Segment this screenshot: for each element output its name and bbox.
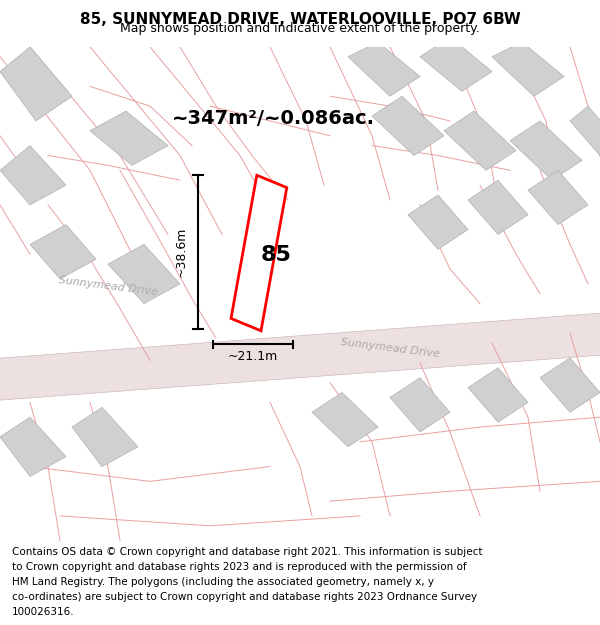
Polygon shape bbox=[540, 358, 600, 412]
Polygon shape bbox=[0, 146, 66, 205]
Text: Map shows position and indicative extent of the property.: Map shows position and indicative extent… bbox=[120, 22, 480, 35]
Polygon shape bbox=[108, 244, 180, 304]
Polygon shape bbox=[372, 96, 444, 156]
Text: Contains OS data © Crown copyright and database right 2021. This information is : Contains OS data © Crown copyright and d… bbox=[12, 546, 482, 556]
Text: Sunnymead Drive: Sunnymead Drive bbox=[340, 337, 440, 359]
Polygon shape bbox=[0, 311, 600, 402]
Text: ~347m²/~0.086ac.: ~347m²/~0.086ac. bbox=[172, 109, 374, 128]
Polygon shape bbox=[90, 111, 168, 166]
Polygon shape bbox=[420, 37, 492, 91]
Polygon shape bbox=[408, 195, 468, 249]
Polygon shape bbox=[72, 408, 138, 466]
Polygon shape bbox=[30, 224, 96, 279]
Text: ~38.6m: ~38.6m bbox=[175, 227, 188, 278]
Polygon shape bbox=[0, 418, 66, 476]
Text: 85, SUNNYMEAD DRIVE, WATERLOOVILLE, PO7 6BW: 85, SUNNYMEAD DRIVE, WATERLOOVILLE, PO7 … bbox=[80, 12, 520, 27]
Polygon shape bbox=[510, 121, 582, 180]
Polygon shape bbox=[468, 180, 528, 234]
Text: to Crown copyright and database rights 2023 and is reproduced with the permissio: to Crown copyright and database rights 2… bbox=[12, 561, 467, 571]
Polygon shape bbox=[468, 368, 528, 422]
Text: ~21.1m: ~21.1m bbox=[228, 350, 278, 363]
Polygon shape bbox=[312, 392, 378, 447]
Polygon shape bbox=[0, 47, 72, 121]
Polygon shape bbox=[231, 175, 287, 331]
Polygon shape bbox=[444, 111, 516, 170]
Polygon shape bbox=[570, 106, 600, 156]
Polygon shape bbox=[390, 378, 450, 432]
Polygon shape bbox=[492, 42, 564, 96]
Polygon shape bbox=[528, 170, 588, 224]
Polygon shape bbox=[348, 42, 420, 96]
Text: 85: 85 bbox=[260, 246, 291, 266]
Text: HM Land Registry. The polygons (including the associated geometry, namely x, y: HM Land Registry. The polygons (includin… bbox=[12, 577, 434, 587]
Text: co-ordinates) are subject to Crown copyright and database rights 2023 Ordnance S: co-ordinates) are subject to Crown copyr… bbox=[12, 592, 477, 602]
Text: 100026316.: 100026316. bbox=[12, 607, 74, 617]
Text: Sunnymead Drive: Sunnymead Drive bbox=[58, 275, 158, 298]
